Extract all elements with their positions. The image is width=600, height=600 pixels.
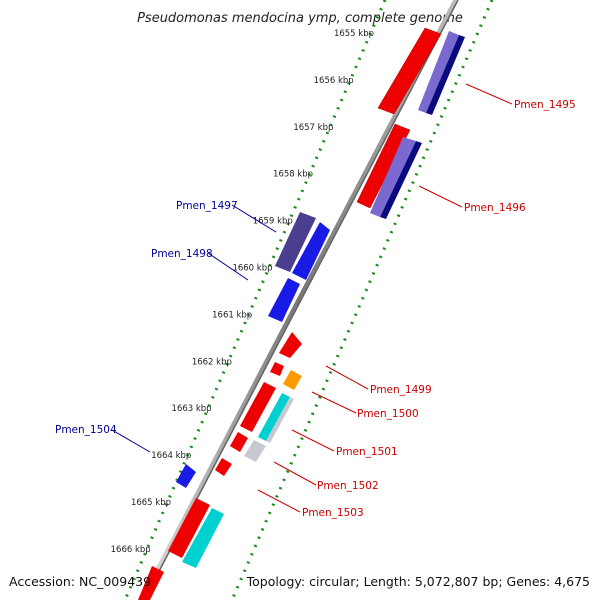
topology-text: Topology: circular; Length: 5,072,807 bp… bbox=[246, 574, 590, 589]
gene-arrow-1500 bbox=[258, 393, 290, 441]
gene-arrow-1495-red bbox=[377, 27, 442, 115]
gene-label-pmen-1500: Pmen_1500 bbox=[357, 408, 419, 420]
gene-label-pmen-1497: Pmen_1497 bbox=[176, 200, 238, 212]
gene-arrow-bottom-red bbox=[168, 498, 210, 558]
gene-arrow-1495-navy bbox=[426, 35, 465, 115]
genome-backbone bbox=[139, 0, 459, 600]
gene-arrow-bottom-red-2 bbox=[138, 566, 164, 600]
gene-label-pmen-1504: Pmen_1504 bbox=[55, 424, 117, 436]
outer-tick-ring-right bbox=[230, 0, 494, 600]
tick-label: 1655 kbp bbox=[334, 29, 374, 39]
gene-label-pmen-1501: Pmen_1501 bbox=[336, 446, 398, 458]
gene-arrow-1496-navy bbox=[380, 141, 422, 219]
gene-arrow-1499-inner bbox=[279, 332, 302, 358]
gene-features bbox=[138, 27, 465, 600]
tick-label: 1660 kbp bbox=[232, 264, 272, 274]
tick-label: 1656 kbp bbox=[314, 76, 354, 86]
gene-arrow-1500-red bbox=[240, 382, 276, 432]
tick-label: 1657 kbp bbox=[293, 123, 333, 133]
gene-arrow-small-red bbox=[270, 362, 284, 376]
gene-arrow-1499 bbox=[283, 370, 302, 390]
gene-arrow-1498 bbox=[292, 222, 330, 280]
tick-label: 1661 kbp bbox=[212, 310, 252, 320]
label-leader-lines bbox=[111, 83, 513, 513]
gene-label-pmen-1495: Pmen_1495 bbox=[514, 99, 576, 111]
tick-label: 1658 kbp bbox=[273, 170, 313, 180]
tick-label: 1663 kbp bbox=[172, 404, 212, 414]
gene-arrow-1503 bbox=[215, 458, 232, 476]
gene-labels: Pmen_1495 Pmen_1496 Pmen_1497 Pmen_1498 … bbox=[55, 99, 576, 519]
gene-arrow-1501 bbox=[266, 397, 294, 443]
gene-arrow-1497 bbox=[275, 212, 316, 272]
tick-label: 1665 kbp bbox=[131, 498, 171, 508]
gene-arrow-1496-red bbox=[356, 123, 411, 209]
map-title: Pseudomonas mendocina ymp, complete geno… bbox=[137, 11, 463, 26]
tick-label: 1664 kbp bbox=[151, 451, 191, 461]
gene-arrow-1498b bbox=[268, 278, 300, 322]
gene-arrow-1502 bbox=[244, 440, 266, 462]
gene-label-pmen-1498: Pmen_1498 bbox=[151, 248, 213, 260]
outer-tick-ring-left bbox=[123, 0, 387, 600]
tick-label: 1662 kbp bbox=[192, 357, 232, 367]
tick-label: 1666 kbp bbox=[111, 545, 151, 555]
gene-label-pmen-1496: Pmen_1496 bbox=[464, 202, 526, 214]
gene-label-pmen-1499: Pmen_1499 bbox=[370, 384, 432, 396]
gene-arrow-1502-red bbox=[230, 432, 248, 452]
gene-arrow-bottom-cyan bbox=[182, 508, 224, 568]
accession-text: Accession: NC_009439 bbox=[9, 574, 151, 589]
gene-arrow-1504 bbox=[176, 464, 196, 488]
gene-arrow-1496-lavender bbox=[370, 137, 416, 217]
gene-label-pmen-1503: Pmen_1503 bbox=[302, 507, 364, 519]
gene-label-pmen-1502: Pmen_1502 bbox=[317, 480, 379, 492]
gene-arrow-1495-lavender bbox=[418, 31, 459, 113]
tick-label: 1659 kbp bbox=[253, 217, 293, 227]
tick-labels: 1655 kbp 1656 kbp 1657 kbp 1658 kbp 1659 kbp… bbox=[111, 29, 374, 555]
